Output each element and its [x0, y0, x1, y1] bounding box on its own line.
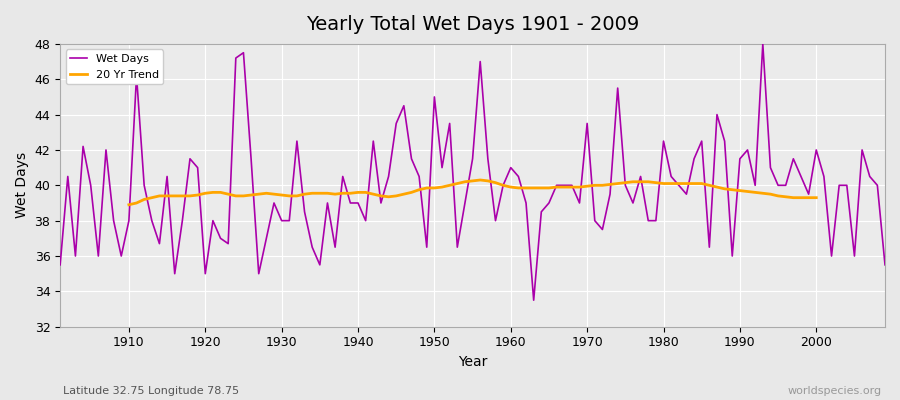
20 Yr Trend: [284, 194, 294, 198]
20 Yr Trend: [475, 178, 486, 182]
Wet Days: [879, 262, 890, 267]
Text: Latitude 32.75 Longitude 78.75: Latitude 32.75 Longitude 78.75: [63, 386, 239, 396]
20 Yr Trend: [299, 192, 310, 196]
Wet Days: [498, 183, 508, 188]
Wet Days: [284, 218, 294, 223]
Wet Days: [605, 192, 616, 196]
X-axis label: Year: Year: [458, 355, 487, 369]
Line: 20 Yr Trend: 20 Yr Trend: [129, 180, 816, 205]
Wet Days: [116, 254, 127, 258]
Line: Wet Days: Wet Days: [60, 44, 885, 300]
20 Yr Trend: [712, 185, 723, 190]
Wet Days: [758, 42, 769, 46]
Wet Days: [528, 298, 539, 303]
20 Yr Trend: [796, 195, 806, 200]
Wet Days: [329, 245, 340, 250]
Text: worldspecies.org: worldspecies.org: [788, 386, 882, 396]
20 Yr Trend: [811, 195, 822, 200]
Legend: Wet Days, 20 Yr Trend: Wet Days, 20 Yr Trend: [66, 50, 163, 84]
Wet Days: [506, 165, 517, 170]
20 Yr Trend: [208, 190, 219, 195]
Wet Days: [55, 262, 66, 267]
20 Yr Trend: [123, 202, 134, 207]
20 Yr Trend: [803, 195, 814, 200]
Title: Yearly Total Wet Days 1901 - 2009: Yearly Total Wet Days 1901 - 2009: [306, 15, 639, 34]
Y-axis label: Wet Days: Wet Days: [15, 152, 29, 218]
